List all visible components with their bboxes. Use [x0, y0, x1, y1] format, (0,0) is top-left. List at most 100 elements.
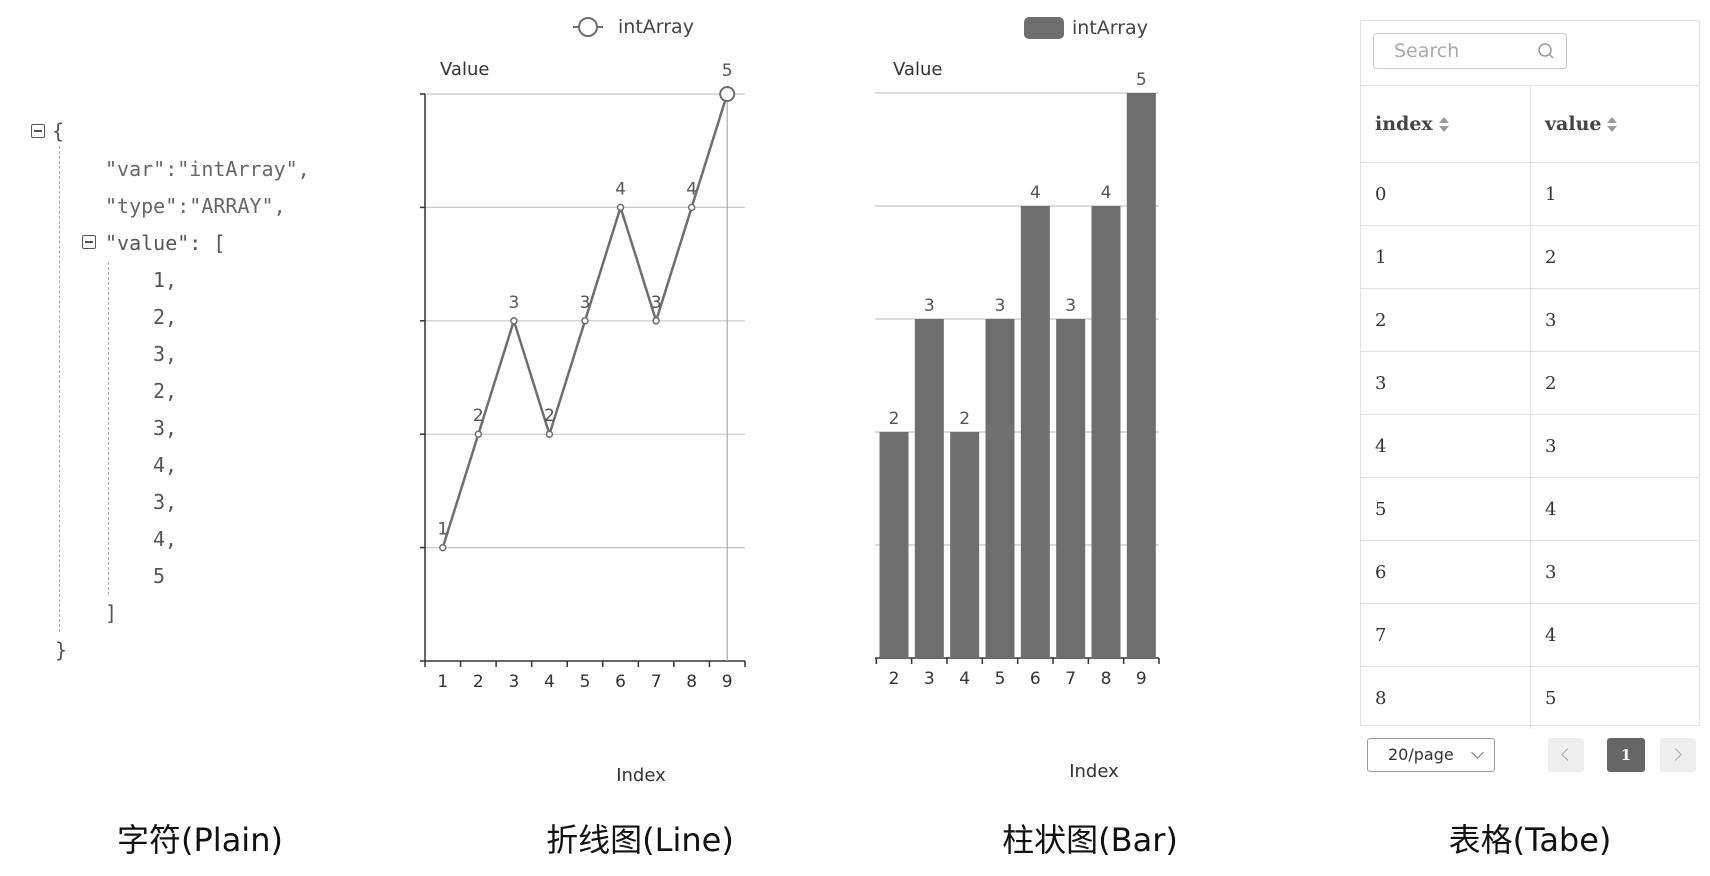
bar[interactable] [1020, 206, 1050, 658]
search-placeholder: Search [1394, 40, 1460, 62]
column-header-label: index [1375, 113, 1433, 135]
json-array-item: 3, [153, 416, 178, 440]
bar-y-axis-title: Value [893, 59, 942, 80]
json-value-line: "value": [ [105, 231, 226, 255]
data-point[interactable] [545, 430, 554, 438]
sort-icon[interactable] [1607, 117, 1618, 133]
current-page-button[interactable]: 1 [1607, 738, 1645, 772]
point-value-label: 3 [651, 293, 662, 313]
bar[interactable] [1126, 93, 1156, 658]
chevron-right-icon [1669, 748, 1682, 761]
sort-icon[interactable] [1438, 117, 1449, 133]
caption-line: 折线图(Line) [546, 821, 734, 859]
table-cell: 6 [1361, 540, 1531, 604]
x-tick-label: 7 [651, 672, 662, 692]
data-point[interactable] [474, 430, 483, 438]
json-array-item: 5 [153, 564, 166, 588]
bar[interactable] [1091, 206, 1121, 658]
bar[interactable] [950, 432, 980, 658]
point-value-label: 1 [437, 520, 448, 540]
json-array-item: 4, [153, 527, 178, 551]
data-point[interactable] [439, 543, 447, 552]
next-page-button[interactable] [1660, 738, 1696, 772]
json-close-brace: } [55, 638, 68, 662]
data-point[interactable] [616, 203, 625, 212]
x-tick-label: 3 [508, 672, 519, 692]
bar-value-label: 4 [1030, 183, 1041, 203]
data-point[interactable] [687, 203, 696, 212]
x-tick-label: 8 [1101, 669, 1112, 689]
collapse-root-icon[interactable] [31, 124, 45, 138]
line-y-axis-title: Value [440, 59, 489, 80]
point-value-label: 3 [508, 293, 519, 313]
bar-chart: intArray Value Index 012345123456789 123… [875, 17, 1160, 782]
value-guide-line [108, 262, 109, 595]
caption-plain: 字符(Plain) [117, 821, 283, 859]
table-cell: 0 [1361, 162, 1531, 226]
table-cell: 1 [1530, 162, 1699, 226]
json-open-brace: { [52, 119, 65, 143]
root-guide-line [59, 146, 60, 632]
page-size-select[interactable]: 20/page [1367, 738, 1495, 772]
x-tick-label: 5 [580, 672, 591, 692]
data-point[interactable] [510, 317, 518, 325]
data-point[interactable] [581, 317, 589, 325]
table-header-row: index value [1361, 85, 1699, 163]
table-cell: 3 [1361, 351, 1531, 415]
prev-page-button[interactable] [1548, 738, 1584, 772]
bar-value-label: 2 [959, 409, 970, 429]
line-x-axis-title: Index [616, 765, 666, 786]
bar[interactable] [1056, 319, 1086, 658]
caption-bar: 柱状图(Bar) [1002, 821, 1178, 859]
bar[interactable] [879, 432, 909, 658]
table-cell: 4 [1530, 603, 1699, 667]
point-value-label: 4 [686, 179, 697, 199]
json-close-bracket: ] [105, 601, 118, 625]
json-array-item: 1, [153, 268, 178, 292]
column-header-value[interactable]: value [1530, 85, 1699, 163]
bar[interactable] [985, 319, 1015, 658]
line-chart: intArray Value Index 012345123456789 123… [420, 16, 746, 786]
x-tick-label: 5 [995, 669, 1006, 689]
data-point[interactable] [652, 317, 660, 325]
table-cell: 8 [1361, 666, 1531, 729]
bar-legend[interactable]: intArray [1024, 17, 1148, 39]
table-cell: 3 [1530, 414, 1699, 478]
json-array-item: 3, [153, 342, 178, 366]
table-cell: 1 [1361, 225, 1531, 289]
search-input[interactable]: Search [1373, 33, 1567, 69]
x-tick-label: 1 [437, 672, 448, 692]
search-icon[interactable] [1538, 43, 1554, 59]
table-cell: 7 [1361, 603, 1531, 667]
bar[interactable] [914, 319, 944, 658]
column-header-index[interactable]: index [1361, 85, 1531, 163]
table-cell: 2 [1361, 288, 1531, 352]
legend-bar-swatch-icon [1024, 17, 1064, 39]
point-value-label: 2 [544, 406, 555, 426]
bar-value-label: 3 [924, 296, 935, 316]
data-point[interactable] [719, 86, 736, 102]
line-legend[interactable]: intArray [573, 16, 694, 38]
table-cell: 5 [1530, 666, 1699, 729]
point-value-label: 2 [473, 406, 484, 426]
x-tick-label: 6 [615, 672, 626, 692]
caption-table: 表格(Tabe) [1448, 821, 1612, 859]
point-value-label: 4 [615, 179, 626, 199]
table-cell: 3 [1530, 288, 1699, 352]
table-cell: 4 [1361, 414, 1531, 478]
bar-value-label: 4 [1101, 183, 1112, 203]
table-cell: 3 [1530, 540, 1699, 604]
collapse-value-icon[interactable] [82, 235, 96, 249]
table-cell: 4 [1530, 477, 1699, 541]
